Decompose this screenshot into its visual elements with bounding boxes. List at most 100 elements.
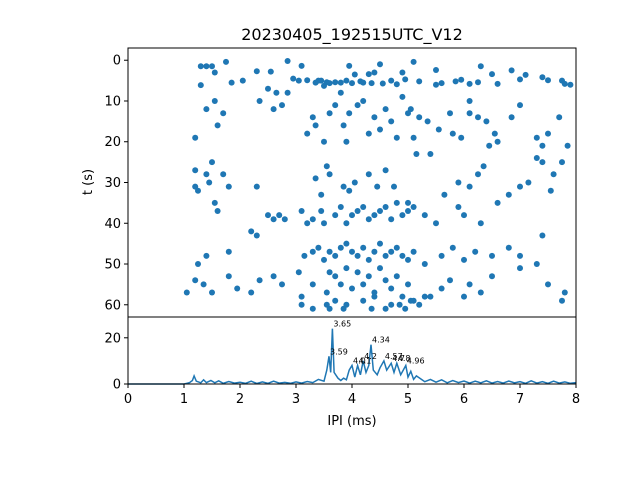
ipi-plot-frame	[127, 316, 577, 385]
scatter-point	[273, 89, 280, 96]
scatter-point	[533, 134, 540, 141]
scatter-point	[298, 293, 305, 300]
scatter-point	[447, 277, 453, 284]
scatter-point	[220, 110, 227, 117]
scatter-point	[343, 240, 350, 247]
scatter-point	[304, 220, 311, 227]
scatter-point	[365, 273, 372, 280]
scatter-point	[399, 93, 406, 100]
peak-label: 4.7	[392, 354, 405, 363]
scatter-point	[214, 122, 221, 129]
scatter-point	[248, 289, 255, 296]
scatter-point	[326, 80, 333, 87]
scatter-point	[209, 289, 215, 296]
scatter-point	[517, 183, 523, 190]
scatter-point	[382, 252, 389, 259]
scatter-point	[365, 216, 372, 223]
scatter-point	[315, 244, 322, 251]
scatter-point	[351, 179, 358, 186]
scatter-point	[559, 159, 565, 166]
scatter-point	[491, 130, 498, 137]
scatter-point	[517, 265, 523, 272]
scatter-point	[332, 273, 339, 280]
scatter-point	[405, 199, 411, 206]
scatter-point	[405, 256, 411, 263]
peak-label: 4.96	[407, 357, 425, 366]
scatter-point	[466, 110, 473, 117]
scatter-point	[309, 305, 316, 312]
scatter-point	[337, 79, 344, 86]
scatter-point	[309, 248, 316, 255]
peak-label: 3.59	[330, 347, 348, 356]
scatter-point	[337, 204, 344, 210]
scatter-point	[332, 212, 339, 219]
scatter-point	[343, 77, 350, 84]
peak-labels: 3.65 3.59 4.34 4.24.04.1 4.574.74.84.96	[330, 320, 425, 366]
scatter-point	[466, 183, 473, 190]
scatter-point	[298, 208, 305, 214]
scatter-point	[295, 269, 302, 276]
scatter-point	[377, 208, 383, 214]
scatter-point	[371, 212, 378, 219]
scatter-point	[466, 80, 473, 87]
scatter-point	[533, 155, 540, 161]
scatter-point	[508, 114, 515, 121]
scatter-point	[192, 167, 199, 174]
scatter-point	[318, 77, 325, 84]
scatter-point	[197, 82, 204, 89]
scatter-point	[405, 281, 411, 288]
y-tick-label: 10	[104, 94, 121, 109]
scatter-point	[477, 220, 484, 227]
scatter-point	[256, 277, 263, 284]
scatter-point	[545, 281, 551, 288]
scatter-point	[354, 208, 361, 214]
scatter-point	[522, 71, 529, 78]
ipi-panel: 3.653.594.344.24.04.14.574.74.84.96 020 …	[104, 316, 580, 429]
scatter-point	[349, 80, 355, 87]
scatter-point	[337, 281, 344, 288]
peak-label: 4.57	[385, 352, 403, 361]
scatter-point	[449, 130, 456, 137]
scatter-point	[559, 297, 565, 304]
scatter-point	[326, 305, 333, 312]
scatter-point	[416, 301, 423, 308]
peak-label: 4.8	[398, 354, 411, 363]
scatter-point	[393, 81, 400, 88]
scatter-point	[427, 151, 434, 157]
scatter-point	[209, 63, 215, 70]
scatter-point	[312, 175, 319, 182]
scatter-point	[368, 80, 375, 87]
scatter-point	[360, 297, 367, 304]
scatter-point	[480, 163, 487, 170]
scatter-point	[458, 76, 465, 83]
scatter-point	[388, 301, 395, 308]
scatter-point	[309, 281, 316, 288]
scatter-point	[298, 301, 305, 308]
scatter-point	[371, 293, 378, 300]
scatter-point	[340, 305, 347, 312]
scatter-point	[550, 171, 557, 178]
scatter-point	[388, 285, 395, 292]
scatter-point	[374, 183, 381, 190]
scatter-point	[200, 281, 207, 288]
scatter-point	[441, 191, 448, 198]
y-tick-label: 0	[113, 54, 121, 69]
scatter-point	[424, 118, 431, 125]
y-tick-label: 0	[113, 378, 121, 393]
scatter-point	[360, 98, 367, 104]
scatter-point	[405, 208, 411, 214]
scatter-point	[379, 80, 386, 87]
scatter-point	[323, 163, 330, 170]
peak-label: 3.65	[333, 320, 351, 329]
scatter-point	[564, 142, 571, 149]
scatter-panel: 20230405_192515UTC_V12 0 10 20 30 40 50 60 t (…	[81, 25, 577, 318]
scatter-point	[354, 269, 361, 276]
chart-title: 20230405_192515UTC_V12	[241, 25, 463, 45]
scatter-point	[326, 171, 333, 178]
scatter-point	[253, 68, 260, 75]
scatter-point	[489, 252, 495, 259]
scatter-point	[248, 228, 255, 235]
scatter-point	[377, 126, 383, 133]
scatter-point	[399, 252, 406, 259]
scatter-point	[365, 71, 372, 78]
